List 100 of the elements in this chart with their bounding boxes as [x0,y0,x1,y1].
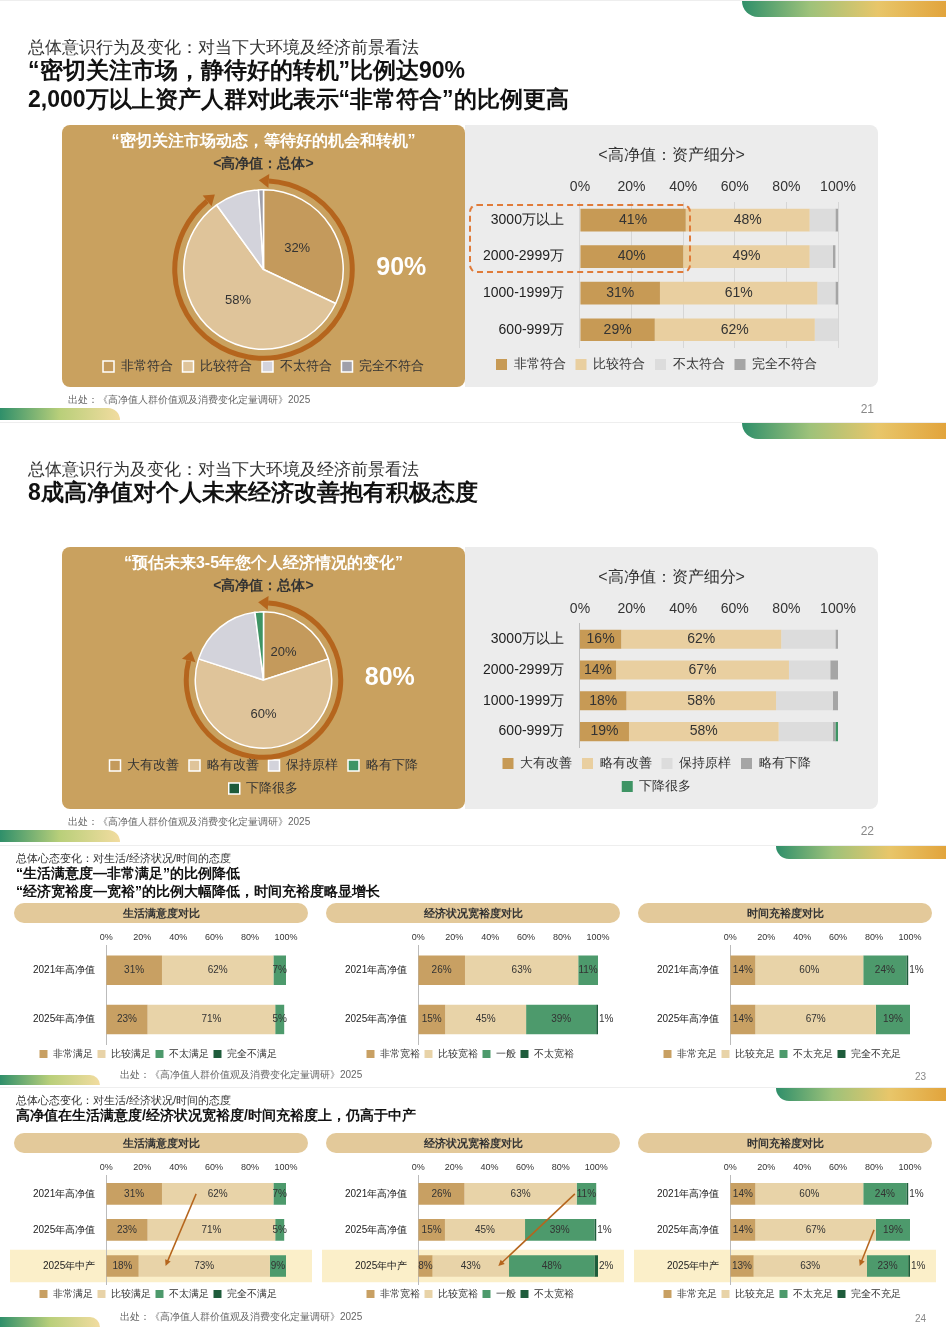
legend-label: 不太符合 [672,356,725,372]
y-tick-label: 2021年高净值 [33,1187,96,1199]
x-tick-label: 100% [820,178,856,195]
data-label: 2% [599,1259,614,1271]
data-label: 40% [617,247,646,264]
x-tick-label: 0% [99,931,113,942]
bar [755,1219,876,1241]
chart-title: 经济状况宽裕度对比 [326,1133,620,1153]
bar [445,1004,527,1035]
text: 出处：《高净值人群价值观及消费变化定量调研》2025 [120,1310,363,1324]
text: 总体意识行为及变化：对当下大环境及经济前景看法 [28,459,419,480]
data-label: 15% [421,1223,442,1235]
bar [809,245,833,268]
legend-label: 略有下降 [758,755,811,771]
bar [835,629,838,649]
x-tick-label: 20% [757,1161,776,1172]
bar [616,660,789,680]
y-tick-label: 2000-2999万 [483,247,564,264]
x-tick-label: 0% [411,931,425,942]
y-tick-label: 2025年中产 [43,1259,96,1271]
x-tick-label: 20% [445,931,464,942]
data-label: 67% [805,1223,826,1235]
chart-subtitle: <高净值：总体> [212,155,315,173]
data-label: 16% [586,630,615,647]
bar [863,1183,907,1205]
chart-title: “预估未来3-5年您个人经济情况的变化” [122,553,405,573]
data-label: 15% [421,1013,442,1025]
bar [832,691,838,711]
legend-label: 不太充足 [792,1287,833,1299]
legend-label: 非常满足 [52,1047,93,1059]
x-tick-label: 100% [898,931,922,942]
x-tick-label: 20% [757,931,776,942]
data-label: 60% [250,705,277,721]
bar [683,245,810,268]
data-label: 31% [124,1187,145,1199]
y-tick-label: 2025年中产 [355,1259,408,1271]
data-label: 19% [882,1223,904,1235]
bar [753,1255,867,1277]
chart-title: <高净值：资产细分> [597,567,746,587]
y-tick-label: 600-999万 [498,722,564,739]
x-tick-label: 20% [617,600,646,617]
data-label: 19% [882,1013,904,1025]
data-label: 73% [194,1259,215,1271]
bar [138,1255,270,1277]
x-tick-label: 60% [517,931,536,942]
x-tick-label: 40% [793,931,812,942]
data-label: 13% [731,1259,753,1271]
legend-label: 不太满足 [168,1047,209,1059]
bar [628,722,779,742]
x-tick-label: 80% [551,1161,570,1172]
text: 8成高净值对个人未来经济改善抱有积极态度 [28,478,478,507]
legend-label: 大有改善 [520,755,572,771]
text: 出处：《高净值人群价值观及消费变化定量调研》2025 [120,1068,363,1082]
data-label: 23% [116,1013,138,1025]
legend-label: 比较宽裕 [437,1287,478,1299]
data-label: 31% [606,284,635,301]
legend-label: 非常宽裕 [379,1287,420,1299]
text: 23 [914,1071,926,1082]
y-tick-label: 1000-1999万 [483,284,564,301]
legend-label: 比较满足 [110,1287,151,1299]
x-tick-label: 0% [723,931,737,942]
data-label: 1% [911,1259,926,1271]
bar [509,1255,595,1277]
x-tick-label: 80% [241,931,260,942]
legend-label: 略有改善 [206,757,259,773]
bar [418,1183,465,1205]
x-tick-label: 80% [553,931,572,942]
bar [161,1183,274,1205]
data-label: 62% [207,964,228,976]
x-tick-label: 40% [793,1161,812,1172]
legend-label: 非常充足 [676,1287,717,1299]
data-label: 41% [619,210,648,227]
data-label: 63% [510,1187,531,1199]
x-tick-label: 0% [569,600,591,617]
y-tick-label: 2025年中产 [667,1259,720,1271]
data-label: 18% [112,1259,133,1271]
data-label: 61% [724,284,753,301]
chart-title: 生活满意度对比 [14,1133,308,1153]
x-tick-label: 80% [865,1161,884,1172]
y-tick-label: 2025年高净值 [345,1223,408,1235]
legend-label: 不太满足 [168,1287,209,1299]
chart-title: <高净值：资产细分> [597,145,746,165]
data-label: 26% [431,1187,452,1199]
data-label: 62% [207,1187,228,1199]
data-label: 1% [909,964,924,976]
legend-label: 不太宽裕 [533,1287,574,1299]
data-label: 39% [551,1013,572,1025]
y-tick-label: 2021年高净值 [345,964,408,976]
data-label: 71% [201,1013,222,1025]
x-tick-label: 20% [444,1161,463,1172]
text: 出处：《高净值人群价值观及消费变化定量调研》2025 [68,815,311,829]
x-tick-label: 0% [569,178,591,195]
legend-label: 不太符合 [279,358,332,374]
data-label: 71% [201,1223,222,1235]
y-tick-label: 2025年高净值 [33,1223,96,1235]
data-label: 62% [720,320,749,337]
x-tick-label: 20% [617,178,646,195]
data-label: 1% [597,1223,612,1235]
data-label: 1% [909,1187,924,1199]
x-tick-label: 80% [241,1161,260,1172]
